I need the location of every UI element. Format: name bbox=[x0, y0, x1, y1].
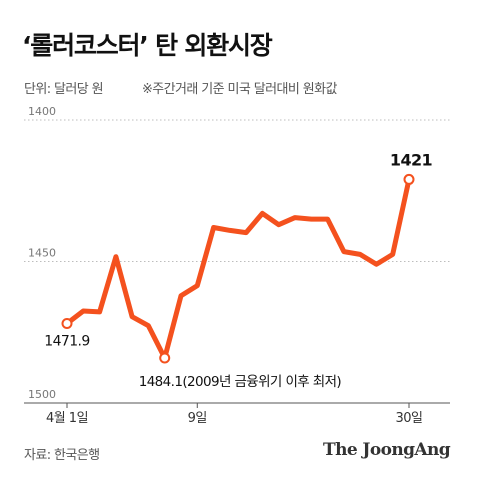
data-label: 1421 bbox=[390, 150, 433, 169]
data-point-marker bbox=[403, 173, 415, 185]
chart-title: ‘롤러코스터’ 탄 외환시장 bbox=[22, 31, 273, 60]
x-tick-label: 4월 1일 bbox=[46, 411, 88, 426]
data-label: 1484.1(2009년 금융위기 이후 최저) bbox=[139, 374, 342, 390]
data-point-marker bbox=[159, 352, 171, 364]
chart-note: ※주간거래 기준 미국 달러대비 원화값 bbox=[142, 82, 337, 97]
data-label: 1471.9 bbox=[44, 333, 89, 349]
y-tick-label: 1450 bbox=[28, 247, 56, 260]
brand-logo: The JoongAng bbox=[323, 440, 451, 460]
unit-label: 단위: 달러당 원 bbox=[24, 82, 104, 97]
series-line bbox=[64, 176, 412, 361]
y-tick-label: 1400 bbox=[28, 105, 56, 118]
x-tick-label: 9일 bbox=[188, 411, 207, 426]
source-label: 자료: 한국은행 bbox=[24, 448, 100, 463]
data-point-marker bbox=[61, 317, 73, 329]
x-tick-label: 30일 bbox=[395, 411, 422, 426]
y-tick-label: 1500 bbox=[28, 388, 56, 401]
